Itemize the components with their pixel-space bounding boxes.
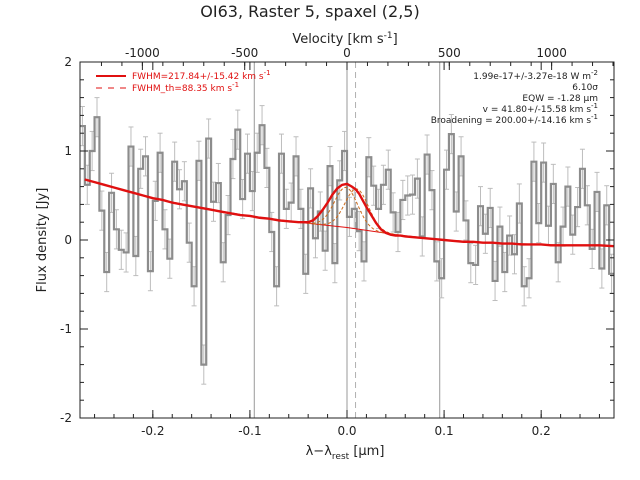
legend-entry-fwhm-th: FWHM_th=88.35 km s-1 — [96, 81, 239, 94]
y-tick-label: 0 — [64, 233, 72, 247]
legend-label-fwhm-th: FWHM_th=88.35 km s-1 — [132, 81, 239, 94]
annotation-line-flux: 1.99e-17+/-3.27e-18 W m-2 — [473, 69, 598, 82]
annotation-broadening: Broadening = 200.00+/-14.16 km s-1 — [431, 113, 598, 126]
y-tick-label: 2 — [64, 55, 72, 69]
legend-label-fwhm: FWHM=217.84+/-15.42 km s-1 — [132, 69, 271, 82]
top-tick-label: 0 — [343, 46, 351, 60]
top-axis-label: Velocity [km s-1] — [292, 31, 397, 47]
x-tick-label: -0.1 — [238, 424, 261, 438]
annotation-eqw: EQW = -1.28 μm — [522, 94, 598, 104]
fit-annotations: 1.99e-17+/-3.27e-18 W m-2 6.10σ EQW = -1… — [431, 69, 599, 126]
y-axis-label: Flux density [Jy] — [35, 188, 50, 293]
y-tick-label: -1 — [60, 322, 72, 336]
x-tick-label: 0.2 — [532, 424, 551, 438]
legend-entry-fwhm: FWHM=217.84+/-15.42 km s-1 — [96, 69, 271, 82]
top-tick-label: 1000 — [536, 46, 567, 60]
annotation-velocity: v = 41.80+/-15.58 km s-1 — [483, 102, 598, 115]
y-tick-label: 1 — [64, 144, 72, 158]
top-tick-label: -500 — [231, 46, 258, 60]
chart-title: OI63, Raster 5, spaxel (2,5) — [200, 2, 419, 21]
annotation-significance: 6.10σ — [572, 83, 598, 93]
data-layer — [80, 97, 614, 385]
top-tick-label: 500 — [438, 46, 461, 60]
plot-area: -0.2 -0.1 0.0 0.1 0.2 -2 -1 0 1 2 -1000 -500 0 500 100… — [60, 46, 615, 438]
x-tick-label: 0.0 — [337, 424, 356, 438]
gaussian-component-0 — [297, 186, 393, 235]
x-tick-label: -0.2 — [141, 424, 164, 438]
top-tick-label: -1000 — [125, 46, 160, 60]
fit-total-line — [84, 178, 614, 248]
x-axis-label: λ−λrest [μm] — [306, 444, 385, 462]
x-tick-label: 0.1 — [435, 424, 454, 438]
legend: FWHM=217.84+/-15.42 km s-1 FWHM_th=88.35… — [96, 69, 271, 94]
y-tick-label: -2 — [60, 411, 72, 425]
